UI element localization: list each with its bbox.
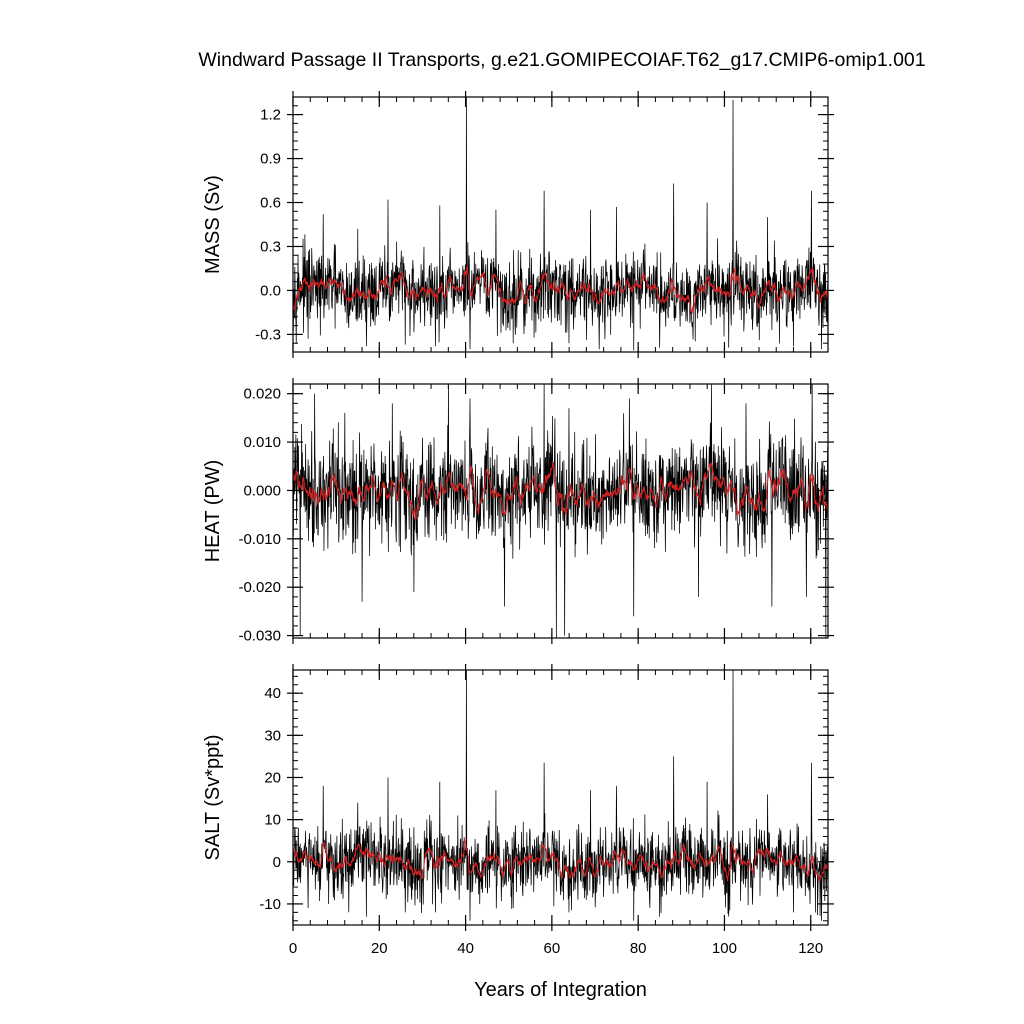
x-tick-label: 40 <box>457 940 474 957</box>
y-tick-label: 0.6 <box>260 195 281 212</box>
chart-title: Windward Passage II Transports, g.e21.GO… <box>198 49 925 71</box>
x-tick-label: 120 <box>798 940 823 957</box>
monthly-series-line <box>293 97 828 351</box>
smoothed-series-line <box>293 265 828 315</box>
y-tick-label: 0 <box>273 854 281 871</box>
smoothed-series-line <box>293 460 828 521</box>
y-tick-label: 10 <box>264 812 281 829</box>
y-tick-label: 0.0 <box>260 282 281 299</box>
y-tick-label: 20 <box>264 769 281 786</box>
x-tick-label: 0 <box>289 940 297 957</box>
monthly-series-line <box>293 670 828 921</box>
y-tick-label: -0.030 <box>238 628 281 645</box>
panel-0: -0.3 0.0 0.3 0.6 0.9 1.2 MASS (Sv) <box>202 91 834 358</box>
plot-frame <box>292 96 829 353</box>
x-tick-label: 100 <box>712 940 737 957</box>
panel-1: -0.030 -0.020 -0.010 0.000 0.010 0.020 HEAT (P… <box>202 378 834 645</box>
y-tick-label: -0.020 <box>238 579 281 596</box>
x-tick-label: 80 <box>630 940 647 957</box>
x-tick-label: 20 <box>371 940 388 957</box>
panels: -0.3 0.0 0.3 0.6 0.9 1.2 MASS (Sv) -0.030 -0.020… <box>202 91 834 1001</box>
y-axis-label: MASS (Sv) <box>202 175 224 274</box>
plot-frame <box>292 669 829 926</box>
plot-frame <box>292 383 829 639</box>
monthly-series-line <box>293 384 828 638</box>
y-tick-label: 30 <box>264 727 281 744</box>
y-tick-label: 0.010 <box>243 434 281 451</box>
y-tick-label: 40 <box>264 685 281 702</box>
y-tick-label: -0.010 <box>238 531 281 548</box>
x-axis-label: Years of Integration <box>474 979 647 1001</box>
y-tick-label: -0.3 <box>255 326 281 343</box>
y-tick-label: 0.9 <box>260 151 281 168</box>
y-tick-label: 1.2 <box>260 107 281 124</box>
y-tick-label: 0.020 <box>243 386 281 403</box>
y-tick-label: -10 <box>259 896 281 913</box>
y-axis-label: SALT (Sv*ppt) <box>202 735 224 861</box>
y-axis-label: HEAT (PW) <box>202 460 224 563</box>
panel-2: 0 20 40 60 80 100 120 -10 0 10 20 30 40 SALT (Sv*ppt)… <box>202 664 834 1001</box>
y-tick-label: 0.000 <box>243 482 281 499</box>
x-tick-label: 60 <box>544 940 561 957</box>
y-tick-label: 0.3 <box>260 238 281 255</box>
smoothed-series-line <box>293 837 828 884</box>
